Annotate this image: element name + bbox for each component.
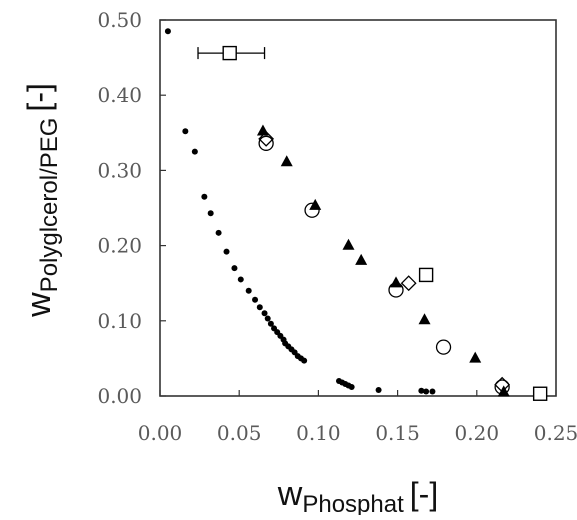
data-point-triangle bbox=[418, 313, 431, 325]
data-point-square bbox=[532, 386, 548, 401]
x-tick-label: 0.05 bbox=[217, 421, 262, 445]
data-point-dot bbox=[264, 315, 271, 322]
data-point-triangle bbox=[342, 238, 355, 250]
data-point-dot bbox=[164, 28, 171, 35]
y-tick-label: 0.50 bbox=[97, 8, 142, 32]
data-point-square bbox=[418, 267, 434, 283]
data-point-triangle bbox=[256, 124, 269, 136]
data-point-dot bbox=[267, 320, 274, 327]
y-axis-title: wPolyglcerol/PEG [-] bbox=[20, 83, 63, 318]
x-axis-title-main: w bbox=[277, 475, 303, 513]
data-point-dot bbox=[252, 296, 259, 303]
data-point-dot bbox=[223, 248, 230, 255]
data-point-triangle bbox=[355, 253, 368, 265]
data-point-dot bbox=[207, 210, 214, 217]
data-point-dot bbox=[215, 229, 222, 236]
data-point-dot bbox=[201, 193, 208, 200]
y-tick-label: 0.00 bbox=[97, 384, 142, 408]
data-point-dot bbox=[256, 304, 263, 311]
x-tick-label: 0.15 bbox=[375, 421, 420, 445]
x-axis-title-unit: [-] bbox=[410, 476, 438, 512]
data-point-dot bbox=[301, 357, 308, 364]
data-point-dot bbox=[231, 265, 238, 272]
x-tick-label: 0.10 bbox=[296, 421, 341, 445]
data-point-square bbox=[222, 45, 237, 61]
data-point-circle bbox=[494, 379, 510, 395]
data-point-triangle bbox=[390, 276, 403, 288]
data-point-dot bbox=[182, 128, 189, 135]
y-axis-title-subscript: Polyglcerol/PEG bbox=[36, 118, 63, 293]
y-axis-title-main: w bbox=[20, 292, 58, 318]
data-point-dot bbox=[191, 148, 198, 155]
x-tick-label: 0.25 bbox=[534, 421, 577, 445]
data-point-triangle bbox=[469, 351, 482, 363]
x-axis-title-subscript: Phosphat bbox=[302, 491, 404, 515]
x-axis-title: wPhosphat [-] bbox=[277, 475, 438, 515]
data-point-diamond bbox=[400, 275, 417, 292]
y-tick-label: 0.20 bbox=[97, 234, 142, 258]
y-tick-label: 0.30 bbox=[97, 158, 142, 182]
data-point-dot bbox=[375, 386, 382, 393]
data-point-circle bbox=[388, 282, 404, 298]
data-point-circle bbox=[304, 202, 320, 218]
data-point-dot bbox=[237, 276, 244, 283]
data-point-diamond bbox=[494, 376, 511, 393]
y-axis-title-unit: [-] bbox=[21, 83, 57, 111]
x-tick-label: 0.00 bbox=[138, 421, 183, 445]
data-point-diamond bbox=[258, 130, 275, 147]
data-point-dot bbox=[348, 383, 355, 390]
data-point-dot bbox=[418, 387, 425, 394]
data-point-dot bbox=[429, 388, 436, 395]
y-tick-label: 0.10 bbox=[97, 309, 142, 333]
data-point-triangle bbox=[280, 155, 293, 167]
data-point-dot bbox=[261, 310, 268, 317]
data-point-dot bbox=[245, 287, 252, 294]
x-tick-label: 0.20 bbox=[455, 421, 500, 445]
data-point-dot bbox=[423, 388, 430, 395]
plot-frame bbox=[159, 19, 557, 397]
data-point-circle bbox=[258, 135, 274, 151]
y-tick-label: 0.40 bbox=[97, 83, 142, 107]
data-point-circle bbox=[435, 339, 452, 355]
